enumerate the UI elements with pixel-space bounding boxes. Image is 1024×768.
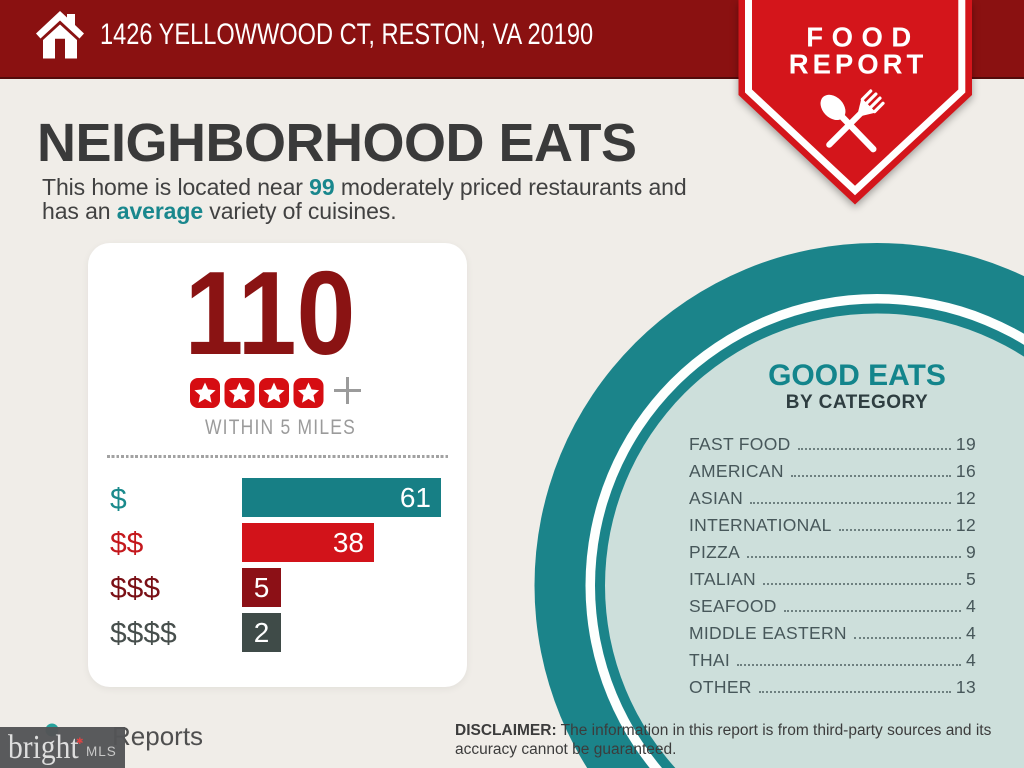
svg-text:FOOD: FOOD bbox=[806, 22, 919, 53]
svg-text:REPORT: REPORT bbox=[789, 49, 928, 80]
